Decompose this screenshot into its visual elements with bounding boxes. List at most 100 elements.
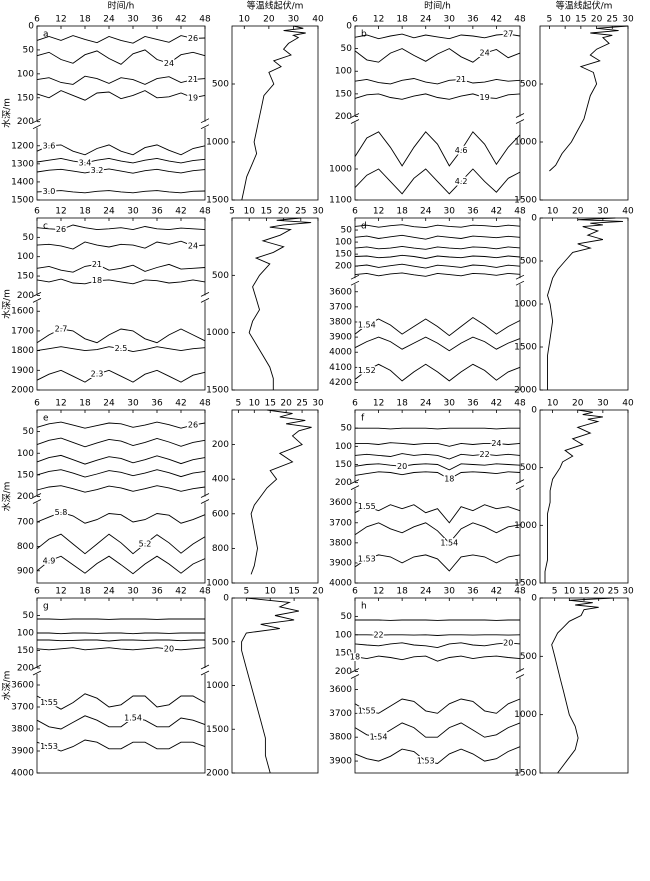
y-tick-label: 150 xyxy=(17,272,34,282)
x-tick-label: 30 xyxy=(444,399,456,409)
panel-letter: e xyxy=(43,414,49,424)
y-tick-label: 900 xyxy=(17,566,34,576)
x-tick-label: 20 xyxy=(593,587,605,597)
y-tick-label: 1200 xyxy=(11,141,34,151)
y-tick-label: 150 xyxy=(335,89,352,99)
y-tick-label: 1000 xyxy=(514,710,537,720)
x-tick-label: 10 xyxy=(559,15,571,25)
isotherm-label: 1.54 xyxy=(124,714,142,723)
y-tick-label: 0 xyxy=(531,214,537,224)
axis-break-gap xyxy=(353,278,357,285)
amplitude-profile xyxy=(544,409,603,583)
isotherm-label: 1.54 xyxy=(358,321,376,330)
y-tick-label: 500 xyxy=(212,271,229,281)
isotherm-line xyxy=(36,511,206,524)
y-tick-label: 3700 xyxy=(11,703,34,713)
x-tick-label: 30 xyxy=(444,587,456,597)
axis-break-gap xyxy=(203,295,207,302)
x-tick-label: 10 xyxy=(564,587,576,597)
x-tick-label: 36 xyxy=(467,399,479,409)
y-tick-label: 1000 xyxy=(514,521,537,531)
y-tick-label: 500 xyxy=(212,80,229,90)
x-tick-label: 5 xyxy=(552,587,558,597)
isotherm-line xyxy=(354,245,521,250)
axis-break-mark xyxy=(515,668,525,673)
isotherm-line xyxy=(36,485,206,493)
plot-frame xyxy=(539,409,629,584)
x-tick-label: 12 xyxy=(373,399,384,409)
y-tick-label: 1900 xyxy=(11,366,34,376)
x-tick-label: 18 xyxy=(396,207,408,217)
y-tick-label: 3800 xyxy=(329,538,352,548)
x-tick-label: 24 xyxy=(103,399,115,409)
x-tick-label: 25 xyxy=(296,399,307,409)
plot-frame xyxy=(36,597,206,774)
isotherm-line xyxy=(36,454,206,465)
axis-break-mark xyxy=(200,124,210,130)
plot-frame xyxy=(539,217,629,391)
y-tick-label: 1300 xyxy=(11,159,34,169)
x-tick-label: 18 xyxy=(396,399,408,409)
isotherm-line xyxy=(36,75,206,85)
axis-break-gap xyxy=(353,116,357,123)
isotherm-label: 26 xyxy=(56,225,66,234)
x-tick-label: 24 xyxy=(420,15,432,25)
isotherm-label: 20 xyxy=(503,638,513,647)
x-tick-label: 48 xyxy=(514,587,526,597)
x-tick-label: 40 xyxy=(622,399,634,409)
panel-letter: g xyxy=(43,602,49,612)
isotherm-line xyxy=(354,655,521,662)
y-tick-label: 3800 xyxy=(329,733,352,743)
isotherm-label: 18 xyxy=(444,475,454,484)
x-tick-label: 6 xyxy=(352,587,358,597)
isotherm-label: 22 xyxy=(480,450,490,459)
isotherm-label: 21 xyxy=(92,260,102,269)
x-tick-label: 12 xyxy=(55,399,66,409)
y-tick-label: 3600 xyxy=(329,287,352,297)
isotherm-label: 1.53 xyxy=(40,742,58,751)
isotherm-label: 24 xyxy=(188,241,198,250)
isotherm-label: 24 xyxy=(164,59,174,68)
y-tick-label: 1000 xyxy=(514,138,537,148)
isotherm-label: 1.54 xyxy=(440,538,458,547)
x-tick-label: 30 xyxy=(127,587,139,597)
isotherm-line xyxy=(354,471,521,480)
isotherm-label: 24 xyxy=(491,439,501,448)
x-tick-label: 42 xyxy=(175,399,186,409)
axis-break-mark xyxy=(515,274,525,280)
x-tick-label: 5 xyxy=(243,587,249,597)
plot-frame xyxy=(231,597,319,774)
y-tick-label: 200 xyxy=(335,667,352,677)
isotherm-label: 3.4 xyxy=(79,158,92,167)
plot-frame xyxy=(539,597,629,774)
isotherm-label: 1.55 xyxy=(358,502,376,511)
axis-break-mark xyxy=(200,118,210,124)
axis-break-gap xyxy=(203,496,207,503)
axis-break-gap xyxy=(35,496,39,503)
x-tick-label: 30 xyxy=(127,15,139,25)
x-tick-label: 30 xyxy=(597,207,609,217)
axis-break-mark xyxy=(200,298,210,303)
isotherm-label: 4.6 xyxy=(455,146,468,155)
y-tick-label: 150 xyxy=(17,470,34,480)
axis-break-mark xyxy=(200,664,210,670)
axis-break-mark xyxy=(200,493,210,498)
isotherm-line xyxy=(354,78,521,85)
y-tick-label: 4000 xyxy=(329,579,352,589)
x-tick-label: 36 xyxy=(467,207,479,217)
x-tick-label: 10 xyxy=(264,587,276,597)
y-tick-label: 150 xyxy=(17,646,34,656)
isotherm-label: 18 xyxy=(92,276,102,285)
x-tick-label: 6 xyxy=(34,587,40,597)
isotherm-label: 1.52 xyxy=(358,366,376,375)
x-tick-label: 48 xyxy=(199,399,211,409)
isotherm-line xyxy=(355,442,521,447)
x-tick-label: 48 xyxy=(514,15,526,25)
axis-break-mark xyxy=(350,674,360,679)
y-tick-label: 1500 xyxy=(11,196,34,206)
isotherm-line xyxy=(36,240,206,250)
x-tick-label: 30 xyxy=(312,207,324,217)
isotherm-label: 3.6 xyxy=(43,141,56,150)
y-tick-label: 150 xyxy=(335,649,352,659)
x-tick-label: 18 xyxy=(79,207,91,217)
